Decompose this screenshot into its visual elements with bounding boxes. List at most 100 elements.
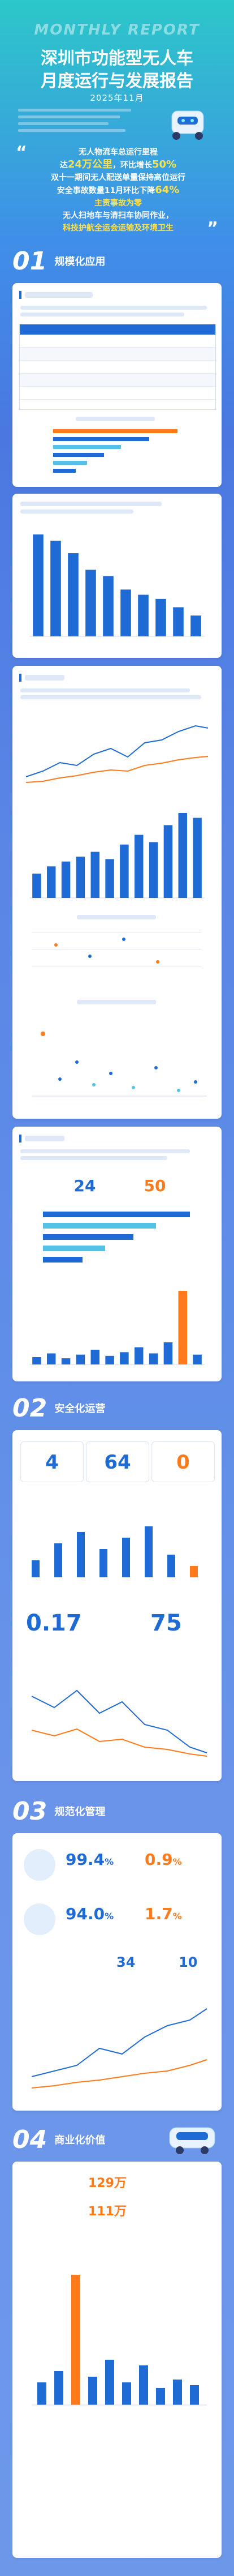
card-heading-bar [19, 291, 21, 299]
robot-illustration [162, 103, 213, 142]
bar-9 [163, 825, 173, 898]
bar-10 [178, 1291, 187, 1364]
section-02-header: 02 安全化运营 [12, 1396, 222, 1424]
bar-8 [149, 842, 158, 898]
rate-3: 94.0 [66, 1905, 105, 1923]
biz-value-1: 129万 [88, 2176, 127, 2190]
main-liability-count: 0 [176, 1451, 190, 1474]
banner-text: MONTHLY REPORT [34, 22, 200, 38]
bar-2 [68, 553, 79, 636]
section-title: 规范化管理 [54, 1806, 106, 1818]
bar-7 [135, 835, 144, 898]
highlight-3: 双十一期间无人配送单量保持高位运行 [51, 173, 185, 182]
bar-2 [61, 861, 71, 898]
bar-6 [120, 844, 129, 898]
bar-3 [76, 1354, 85, 1364]
section-title: 安全化运营 [54, 1403, 106, 1415]
biz-value-2: 111万 [88, 2205, 127, 2219]
mgmt-line-chart [20, 1980, 214, 2099]
safety-line-chart [20, 1492, 214, 1589]
highlight-4: 安全事故数量11月环比下降64% [57, 184, 180, 196]
highlight-7: 科技护航全运会运输及环境卫生 [63, 224, 174, 233]
district-bar-chart [29, 534, 205, 637]
bar-7 [155, 598, 166, 636]
bar-6 [120, 1352, 129, 1364]
accident-rate-value: 0.17 [26, 1610, 82, 1636]
section-number: 03 [12, 1797, 47, 1826]
bar-3 [85, 570, 96, 636]
scale-card-3 [12, 666, 222, 1119]
hourly-bar-chart [20, 1280, 214, 1376]
data-table [19, 324, 216, 410]
hourly-bar-svg [29, 1291, 205, 1365]
biz-stat-1: 129万 [20, 2173, 214, 2196]
biz-bar-chart [20, 2241, 214, 2428]
bar-8 [149, 1353, 158, 1364]
bar-chart-monthly [20, 802, 214, 909]
car-illustration [164, 2117, 220, 2157]
accident-drop: 64 [104, 1451, 131, 1474]
header-meta-block [18, 106, 142, 138]
highlight-6: 无人扫地车与清扫车协同作业， [63, 211, 174, 220]
bar-11 [193, 1354, 202, 1364]
bar-10 [178, 813, 187, 898]
page-title-line1: 深圳市功能型无人车 [41, 49, 193, 69]
quote-open-icon: “ [16, 143, 27, 162]
rate-1: 99.4 [66, 1850, 105, 1869]
accident-rate-stat: 0.17 75 [20, 1600, 214, 1651]
safety-card: 4 64 0 0.17 75 [12, 1430, 222, 1781]
bar-11 [193, 818, 202, 898]
section-title: 商业化价值 [54, 2134, 106, 2146]
page-title-line2: 月度运行与发展报告 [41, 71, 193, 91]
line-chart-a [20, 709, 214, 794]
highlight-5: 主责事故为零 [94, 199, 142, 208]
section-number: 01 [12, 247, 47, 276]
bar-1 [50, 541, 61, 636]
safety-stats: 4 64 0 [20, 1441, 215, 1482]
mgmt-card: 99.4% 0.9% 94.0% 1.7% 34 10 [12, 1833, 222, 2111]
mgmt-row-1: 99.4% 0.9% [20, 1845, 214, 1890]
bar-4 [103, 576, 114, 636]
biz-card: 129万 111万 [12, 2162, 222, 2558]
monthly-bar-chart [29, 813, 205, 898]
gear-icon [24, 1903, 55, 1935]
scatter-chart [20, 1000, 214, 1107]
bar-0 [32, 1357, 41, 1364]
section-01-header: 01 规模化应用 [12, 249, 222, 277]
header: MONTHLY REPORT 深圳市功能型无人车 月度运行与发展报告 2025年… [0, 0, 234, 142]
scale-card-2 [12, 494, 222, 658]
bar-9 [163, 1342, 173, 1364]
num-2: 10 [179, 1954, 198, 1970]
section-04-header: 04 商业化价值 [12, 2128, 222, 2156]
bar-4 [90, 851, 99, 898]
stacked-bar-chart [19, 417, 215, 479]
section-title: 规模化应用 [54, 256, 106, 268]
highlight-2: 达24万公里，环比增长50% [59, 159, 177, 170]
bar-1 [47, 866, 56, 898]
dot-chart [20, 915, 214, 994]
report-date: 2025年11月 [90, 93, 144, 103]
highlights: “ ” 无人物流车总运行里程 达24万公里，环比增长50% 双十一期间无人配送单… [16, 143, 218, 242]
mgmt-row-3: 34 10 [20, 1952, 214, 1975]
bar-chart-1 [20, 523, 214, 648]
ops-card: 24 50 [12, 1127, 222, 1381]
bar-8 [173, 607, 184, 636]
biz-stat-2: 111万 [20, 2201, 214, 2224]
bar-2 [61, 1358, 71, 1364]
rate-2: 0.9 [145, 1850, 173, 1869]
section-03-header: 03 规范化管理 [12, 1799, 222, 1828]
bar-6 [138, 594, 149, 636]
bar-7 [135, 1347, 144, 1364]
bar-3 [76, 857, 85, 898]
bar-0 [33, 534, 44, 636]
mgmt-row-2: 94.0% 1.7% [20, 1899, 214, 1944]
scale-card-1 [12, 283, 222, 487]
quote-close-icon: ” [207, 219, 218, 238]
section-number: 02 [12, 1394, 47, 1423]
bar-9 [190, 615, 201, 636]
bar-4 [90, 1350, 99, 1364]
accident-count: 4 [45, 1451, 59, 1474]
rate-4: 1.7 [145, 1905, 173, 1923]
mileage-growth: 50 [144, 1176, 166, 1195]
hbar-chart [20, 1206, 214, 1274]
